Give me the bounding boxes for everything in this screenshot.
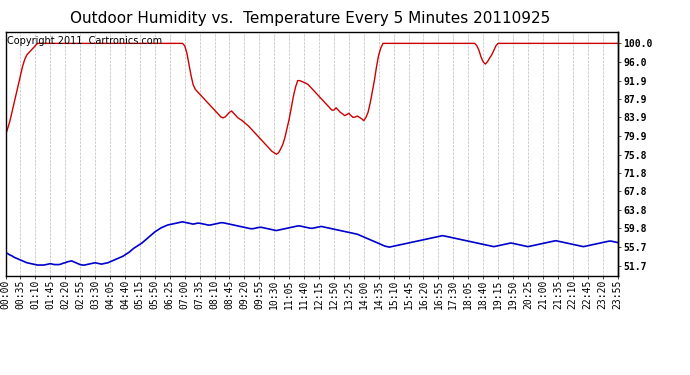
Text: Copyright 2011  Cartronics.com: Copyright 2011 Cartronics.com: [8, 36, 162, 45]
Text: Outdoor Humidity vs.  Temperature Every 5 Minutes 20110925: Outdoor Humidity vs. Temperature Every 5…: [70, 11, 551, 26]
